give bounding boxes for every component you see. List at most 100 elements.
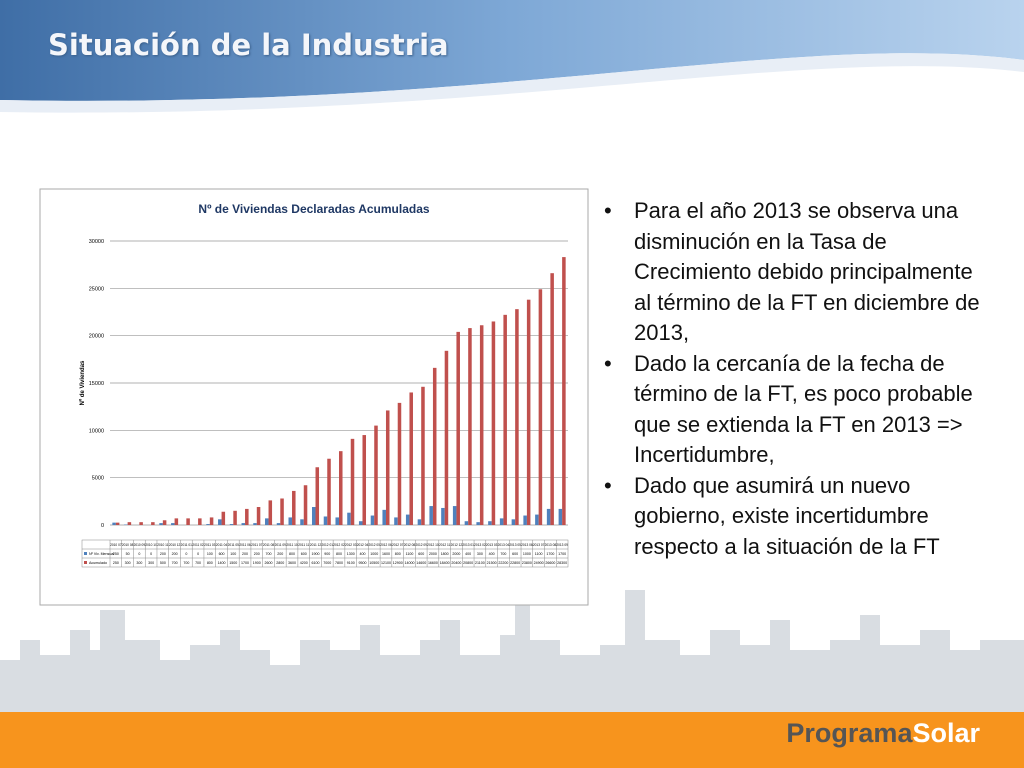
table-value: 200 bbox=[160, 552, 166, 556]
bar bbox=[174, 518, 179, 525]
bar bbox=[159, 523, 163, 525]
bar bbox=[382, 509, 386, 525]
table-value: 1300 bbox=[347, 552, 355, 556]
bar bbox=[253, 523, 257, 525]
bar bbox=[276, 523, 281, 525]
table-value: 700 bbox=[500, 552, 506, 556]
y-tick-label: 15000 bbox=[89, 381, 104, 387]
x-tick-label: 2012 06 bbox=[380, 543, 392, 547]
bar bbox=[339, 451, 343, 525]
table-value: 200 bbox=[242, 552, 248, 556]
table-value: 16600 bbox=[428, 561, 438, 565]
bar bbox=[139, 522, 143, 525]
bullet: Para el año 2013 se observa una disminuc… bbox=[598, 196, 993, 349]
x-tick-label: 2010 12 bbox=[169, 543, 181, 547]
bar bbox=[523, 515, 527, 525]
bar bbox=[206, 524, 210, 525]
table-value: 600 bbox=[219, 552, 225, 556]
table-value: 0 bbox=[138, 552, 140, 556]
table-value: 700 bbox=[195, 561, 201, 565]
bar bbox=[265, 518, 269, 525]
x-tick-label: 2013 06 bbox=[521, 543, 533, 547]
table-value: 6100 bbox=[312, 561, 320, 565]
bar bbox=[162, 520, 167, 525]
table-value: 100 bbox=[207, 552, 213, 556]
table-value: 300 bbox=[148, 561, 154, 565]
bar bbox=[347, 512, 351, 525]
chart-frame bbox=[39, 188, 589, 606]
table-value: 2800 bbox=[276, 561, 284, 565]
bar bbox=[233, 510, 237, 525]
x-tick-label: 2012 01 bbox=[321, 543, 333, 547]
table-value: 1100 bbox=[406, 552, 414, 556]
bar bbox=[115, 522, 120, 525]
y-tick-label: 25000 bbox=[89, 286, 104, 292]
bar bbox=[499, 518, 504, 525]
bar bbox=[311, 507, 316, 525]
bar bbox=[171, 523, 175, 525]
bar bbox=[362, 435, 367, 525]
bar bbox=[151, 522, 155, 525]
table-value: 2000 bbox=[429, 552, 437, 556]
x-tick-label: 2013 05 bbox=[509, 543, 521, 547]
table-value: 400 bbox=[489, 552, 495, 556]
x-tick-label: 2010 07 bbox=[110, 543, 122, 547]
x-tick-label: 2011 12 bbox=[310, 543, 322, 547]
bar bbox=[256, 507, 261, 525]
bar bbox=[409, 392, 413, 525]
bar bbox=[300, 519, 304, 525]
bar bbox=[370, 515, 375, 525]
table-value: 1000 bbox=[370, 552, 378, 556]
bar bbox=[558, 508, 563, 525]
x-tick-label: 2011 02 bbox=[192, 543, 204, 547]
bar bbox=[464, 521, 469, 525]
table-value: 700 bbox=[183, 561, 189, 565]
x-tick-label: 2012 04 bbox=[357, 543, 369, 547]
x-tick-label: 2011 10 bbox=[286, 543, 298, 547]
bar bbox=[432, 367, 437, 525]
table-value: 24900 bbox=[534, 561, 544, 565]
bar bbox=[288, 517, 293, 525]
table-value: 10500 bbox=[369, 561, 379, 565]
x-tick-label: 2012 11 bbox=[439, 543, 451, 547]
x-tick-label: 2010 09 bbox=[134, 543, 146, 547]
table-value: 0 bbox=[185, 552, 187, 556]
bar bbox=[209, 517, 214, 525]
sky-header bbox=[0, 0, 1024, 101]
bar bbox=[444, 350, 449, 525]
table-value: 300 bbox=[136, 561, 142, 565]
bar bbox=[335, 517, 339, 525]
x-tick-label: 2011 09 bbox=[275, 543, 287, 547]
x-tick-label: 2011 05 bbox=[228, 543, 240, 547]
x-tick-label: 2010 10 bbox=[145, 543, 157, 547]
bar bbox=[229, 524, 234, 525]
table-value: 18400 bbox=[440, 561, 450, 565]
x-tick-label: 2011 11 bbox=[298, 543, 309, 547]
bar bbox=[405, 514, 410, 525]
bar bbox=[186, 518, 190, 525]
x-tick-label: 2011 08 bbox=[263, 543, 275, 547]
table-value: 900 bbox=[324, 552, 330, 556]
bar bbox=[456, 331, 460, 525]
bar bbox=[479, 325, 484, 525]
bar bbox=[476, 522, 480, 525]
x-tick-label: 2012 10 bbox=[427, 543, 439, 547]
table-value: 50 bbox=[126, 552, 130, 556]
x-tick-label: 2013 01 bbox=[462, 543, 474, 547]
bar bbox=[385, 410, 390, 525]
table-value: 400 bbox=[359, 552, 365, 556]
bar bbox=[303, 485, 308, 525]
table-value: 1900 bbox=[253, 561, 261, 565]
table-value: 250 bbox=[113, 552, 119, 556]
x-tick-label: 2013 03 bbox=[486, 543, 498, 547]
table-value: 1100 bbox=[535, 552, 543, 556]
table-value: 1800 bbox=[441, 552, 449, 556]
table-value: 9100 bbox=[347, 561, 355, 565]
x-tick-label: 2013 04 bbox=[498, 543, 510, 547]
table-value: 7800 bbox=[335, 561, 343, 565]
table-value: 14600 bbox=[416, 561, 426, 565]
legend-label: Nº Viv. Mensual bbox=[89, 552, 114, 556]
